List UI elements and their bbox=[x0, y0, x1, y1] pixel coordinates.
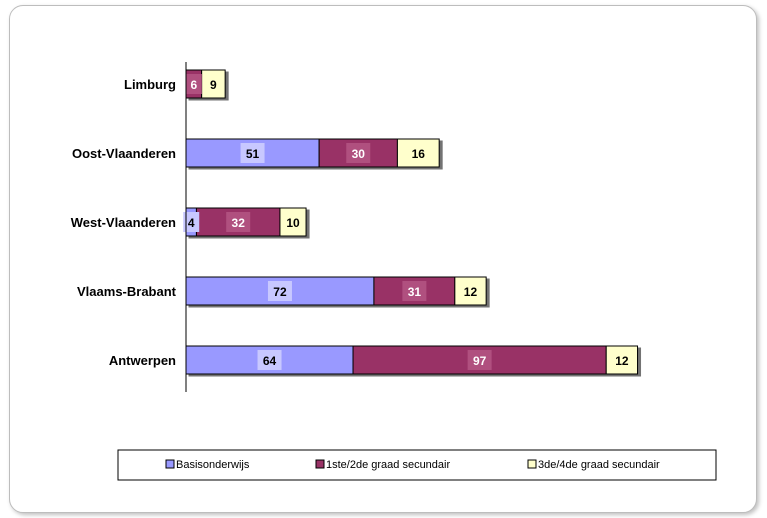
category-label: Antwerpen bbox=[109, 353, 176, 368]
bars-group: 6 9 51 30 16 4 32 10 72 31 12 64 97 12 bbox=[183, 69, 639, 375]
legend-entry: 3de/4de graad secundair bbox=[538, 459, 660, 471]
data-label-background bbox=[183, 212, 200, 232]
legend: Basisonderwijs 1ste/2de graad secundair 3d… bbox=[117, 449, 717, 481]
data-label: 9 bbox=[210, 78, 217, 92]
data-label: 6 bbox=[190, 78, 197, 92]
data-label-background bbox=[346, 143, 371, 163]
data-label-background bbox=[226, 212, 251, 232]
data-label: 97 bbox=[473, 354, 487, 368]
data-label-background bbox=[257, 350, 282, 370]
data-label-background bbox=[267, 281, 292, 301]
data-label: 31 bbox=[408, 285, 422, 299]
data-label: 64 bbox=[263, 354, 277, 368]
data-label-background bbox=[281, 212, 306, 232]
data-label: 10 bbox=[286, 216, 300, 230]
legend-swatch bbox=[315, 459, 325, 469]
legend-entry: Basisonderwijs bbox=[176, 459, 250, 471]
legend-box bbox=[117, 449, 717, 481]
bar-row bbox=[185, 138, 440, 168]
category-label: Oost-Vlaanderen bbox=[72, 146, 176, 161]
data-label: 12 bbox=[615, 354, 629, 368]
category-label: West-Vlaanderen bbox=[71, 215, 176, 230]
data-label: 32 bbox=[232, 216, 246, 230]
data-label: 12 bbox=[464, 285, 478, 299]
legend-swatch bbox=[165, 459, 175, 469]
legend-swatch bbox=[527, 459, 537, 469]
data-label-background bbox=[240, 143, 265, 163]
data-label-background bbox=[467, 350, 492, 370]
bar-row bbox=[185, 345, 639, 375]
data-label-background bbox=[609, 350, 634, 370]
chart-frame bbox=[9, 5, 757, 513]
legend-entry: 1ste/2de graad secundair bbox=[326, 459, 450, 471]
data-label-background bbox=[402, 281, 427, 301]
category-labels: Limburg Oost-Vlaanderen West-Vlaanderen Vla… bbox=[71, 77, 177, 368]
data-label: 51 bbox=[246, 147, 260, 161]
bar-row bbox=[185, 276, 487, 306]
data-label-background bbox=[205, 74, 222, 94]
data-label: 16 bbox=[412, 147, 426, 161]
category-label: Limburg bbox=[124, 77, 176, 92]
data-label-background bbox=[406, 143, 431, 163]
data-label-background bbox=[185, 74, 202, 94]
data-label: 30 bbox=[352, 147, 366, 161]
data-label: 72 bbox=[273, 285, 287, 299]
data-label-background bbox=[458, 281, 483, 301]
category-label: Vlaams-Brabant bbox=[77, 284, 177, 299]
data-label: 4 bbox=[188, 216, 195, 230]
